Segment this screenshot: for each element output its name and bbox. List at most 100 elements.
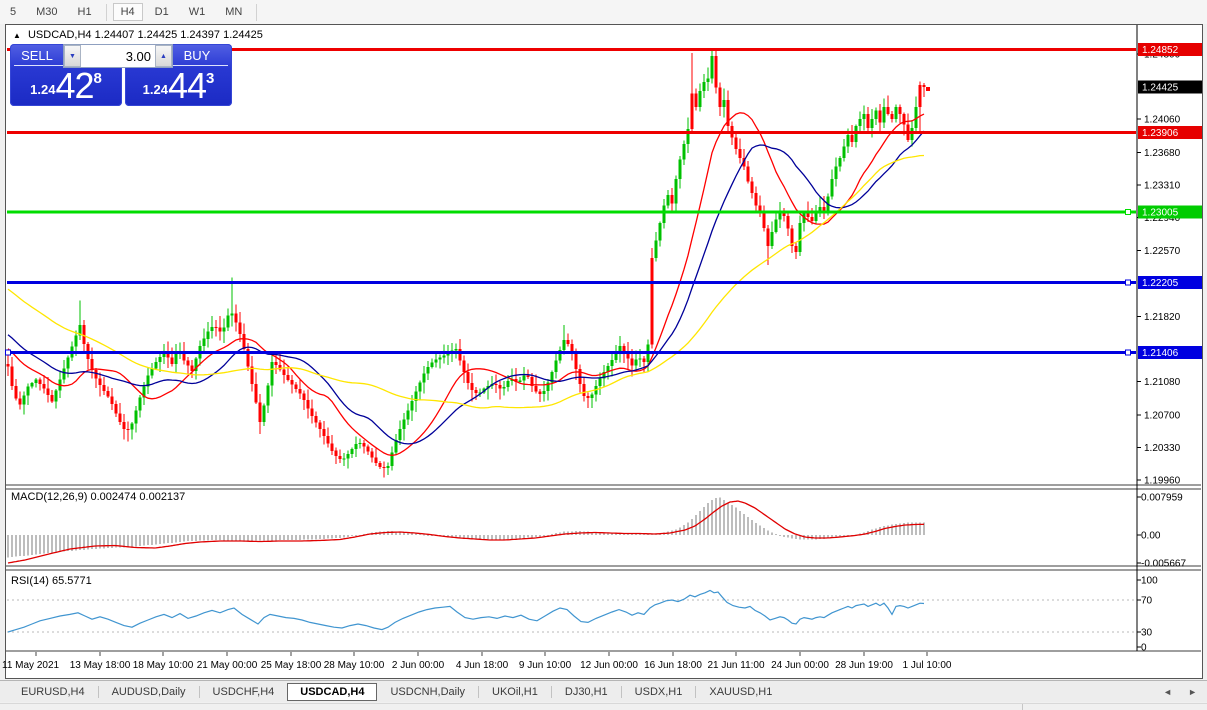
- rsi-tick-label: 100: [1141, 576, 1158, 587]
- date-tick-label: 24 Jun 00:00: [771, 660, 829, 671]
- candles: [6, 47, 926, 478]
- chart-symbol-period: USDCAD,H4: [27, 29, 92, 41]
- price-badge-1.24852: [1138, 42, 1202, 56]
- timeframe-button-m30[interactable]: M30: [36, 6, 58, 18]
- line-anchor-marker[interactable]: [1125, 349, 1131, 356]
- rsi-tick-label: 30: [1141, 628, 1153, 639]
- date-tick-label: 13 May 18:00: [70, 660, 131, 671]
- tabs-scroll-left-icon[interactable]: ◄: [1163, 686, 1173, 697]
- price-badge-1.24425: [1138, 80, 1202, 94]
- date-tick-label: 25 May 18:00: [261, 660, 322, 671]
- current-price-marker: [926, 87, 930, 92]
- timeframe-button-mn[interactable]: MN: [225, 6, 243, 18]
- status-bar: [0, 703, 1207, 710]
- chart-ohlc-values: 1.24407 1.24425 1.24397 1.24425: [94, 29, 263, 41]
- price-badge-text: 1.22205: [1142, 278, 1179, 289]
- chart-tab-usdx-h1[interactable]: USDX,H1: [634, 685, 683, 698]
- price-tick-label: 1.22570: [1144, 246, 1181, 257]
- volume-increase-button[interactable]: ▲: [155, 45, 172, 67]
- collapse-triangle-icon[interactable]: ▲: [13, 31, 21, 40]
- price-tick-label: 1.24060: [1144, 115, 1181, 126]
- chevron-down-icon: ▼: [69, 52, 76, 60]
- volume-box: ▼ ▲: [63, 44, 173, 68]
- date-tick-label: 18 May 10:00: [133, 660, 194, 671]
- tabs-scroll-right-icon[interactable]: ►: [1188, 686, 1197, 697]
- line-anchor-marker[interactable]: [5, 349, 11, 356]
- toolbar-divider: [105, 3, 107, 21]
- timeframe-button-5[interactable]: 5: [10, 6, 17, 18]
- buy-price-big: 44: [167, 65, 207, 106]
- volume-decrease-button[interactable]: ▼: [64, 45, 81, 67]
- timeframe-button-w1[interactable]: W1: [188, 6, 206, 18]
- chart-tab-audusd-daily[interactable]: AUDUSD,Daily: [111, 685, 186, 698]
- tab-divider: [478, 685, 480, 698]
- tab-divider: [550, 685, 552, 698]
- chart-title: ▲ USDCAD,H4 1.24407 1.24425 1.24397 1.24…: [13, 29, 263, 41]
- sell-price-sup: 8: [93, 70, 102, 87]
- sell-price-prefix: 1.24: [30, 82, 56, 97]
- macd-signal-line: [7, 500, 925, 564]
- tab-divider: [97, 685, 99, 698]
- one-click-trading-panel: SELL 1.24 42 8 BUY 1.24 44 3 ▼ ▲: [10, 44, 232, 106]
- price-badge-text: 1.21406: [1142, 348, 1179, 359]
- timeframe-toolbar: 5 M30 H1 H4 D1 W1 MN: [0, 0, 1207, 24]
- buy-price-prefix: 1.24: [142, 82, 168, 97]
- line-anchor-marker[interactable]: [1125, 279, 1131, 286]
- price-badge-1.23005: [1138, 205, 1202, 219]
- price-badge-1.22205: [1138, 275, 1202, 289]
- volume-input[interactable]: [81, 45, 155, 67]
- chart-tab-usdcnh-daily[interactable]: USDCNH,Daily: [390, 685, 466, 698]
- axes: 1.248001.240601.236801.233101.229401.225…: [6, 25, 1201, 654]
- price-badge-text: 1.24852: [1142, 45, 1179, 56]
- price-tick-label: 1.19960: [1144, 476, 1181, 487]
- date-tick-label: 11 May 2021: [2, 660, 60, 671]
- timeframe-button-h1[interactable]: H1: [77, 6, 92, 18]
- sell-price-big: 42: [55, 65, 94, 106]
- line-anchor-marker[interactable]: [1125, 208, 1131, 215]
- date-tick-label: 2 Jun 00:00: [392, 660, 445, 671]
- chart-tab-eurusd-h4[interactable]: EURUSD,H4: [21, 685, 85, 698]
- status-bar-divider: [1022, 704, 1023, 710]
- price-badge-text: 1.24425: [1142, 83, 1179, 94]
- macd-tick-label: -0.005667: [1141, 559, 1186, 570]
- chart-tab-bar: EURUSD,H4 AUDUSD,Daily USDCHF,H4 USDCAD,H4 U…: [0, 680, 1207, 702]
- macd-tick-label: 0.00: [1141, 531, 1161, 542]
- ma-mid: [7, 130, 925, 445]
- tab-divider: [198, 685, 200, 698]
- buy-underline: [129, 65, 228, 66]
- date-tick-label: 1 Jul 10:00: [903, 660, 952, 671]
- date-axis: 11 May 2021 13 May 18:00 18 May 10:00 21 Ma…: [2, 652, 952, 671]
- macd-label: MACD(12,26,9) 0.002474 0.002137: [11, 491, 186, 503]
- date-tick-label: 28 May 10:00: [324, 660, 385, 671]
- price-tick-label: 1.23680: [1144, 148, 1181, 159]
- sell-price: 1.24 42 8: [10, 65, 122, 106]
- date-tick-label: 16 Jun 18:00: [644, 660, 702, 671]
- chart-tab-usdchf-h4[interactable]: USDCHF,H4: [212, 685, 275, 698]
- chart-tab-dj30-h1[interactable]: DJ30,H1: [564, 685, 608, 698]
- rsi-tick-label: 0: [1141, 643, 1147, 654]
- toolbar-divider: [256, 3, 258, 21]
- tab-divider: [695, 685, 697, 698]
- timeframe-button-d1[interactable]: D1: [154, 6, 169, 18]
- price-badge-text: 1.23005: [1142, 207, 1179, 218]
- price-badge-text: 1.23906: [1142, 128, 1179, 139]
- price-badge-1.21406: [1138, 346, 1202, 360]
- tab-scroll-arrows: ◄ ►: [1163, 687, 1197, 697]
- chart-tab-xauusd-h1[interactable]: XAUUSD,H1: [709, 685, 773, 698]
- rsi-line: [7, 589, 925, 633]
- rsi-label: RSI(14) 65.5771: [11, 575, 92, 587]
- date-tick-label: 28 Jun 19:00: [835, 660, 893, 671]
- buy-price: 1.24 44 3: [125, 65, 232, 106]
- price-tick-label: 1.21080: [1144, 377, 1181, 388]
- price-badges: 1.24852 1.24425 1.23906 1.23005 1.22205 1.214…: [1138, 42, 1202, 360]
- rsi-tick-label: 70: [1141, 596, 1153, 607]
- price-tick-label: 1.23310: [1144, 181, 1181, 192]
- chart-tab-ukoil-h1[interactable]: UKOil,H1: [492, 685, 538, 698]
- price-tick-label: 1.22940: [1144, 213, 1181, 224]
- timeframe-button-h4[interactable]: H4: [112, 3, 143, 21]
- tab-divider: [620, 685, 622, 698]
- price-tick-label: 1.20330: [1144, 443, 1181, 454]
- chart-tab-usdcad-h4[interactable]: USDCAD,H4: [287, 682, 378, 701]
- macd-histogram: [7, 497, 925, 558]
